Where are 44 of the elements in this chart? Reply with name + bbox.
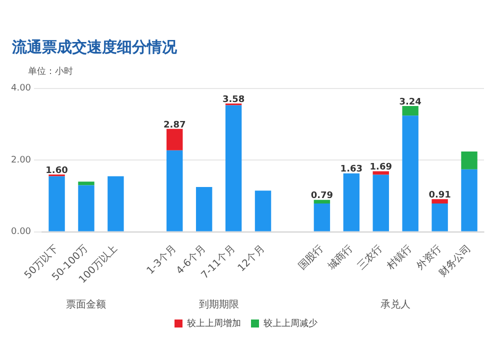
chart-title: 流通票成交速度细分情况 <box>12 38 178 57</box>
bar <box>166 150 183 232</box>
y-tick-label: 2.00 <box>10 155 32 166</box>
x-tick-label: 城商行 <box>324 242 356 273</box>
x-tick-label: 村镇行 <box>384 242 414 273</box>
total-label: 1.60 <box>46 166 68 176</box>
bar <box>48 176 65 232</box>
data-label: 0.79 <box>310 191 334 202</box>
text: 票面金额 <box>66 298 106 311</box>
x-tick-label: 国股行 <box>296 243 326 272</box>
bar <box>196 186 212 232</box>
legend-label: 较上上周增加 <box>187 318 241 329</box>
bar <box>432 199 448 204</box>
y-tick-label: 0.00 <box>10 227 32 238</box>
y-tick-label: 4.00 <box>10 84 32 94</box>
bar <box>402 116 418 232</box>
bar <box>372 171 389 175</box>
bar <box>78 185 94 232</box>
bar <box>461 152 478 170</box>
x-tick-label: 1-3个月 <box>144 242 179 277</box>
total-label: 2.87 <box>164 120 186 130</box>
legend-label: 较上上周减少 <box>264 318 318 329</box>
x-tick-label: 12个月 <box>235 242 267 274</box>
data-label: 3.24 <box>399 97 422 108</box>
y-axis-title: 单位：小时 <box>28 66 74 78</box>
bar <box>372 174 389 232</box>
total-label: 1.69 <box>370 162 392 173</box>
bar <box>461 169 478 232</box>
text: 承兑人 <box>380 298 411 311</box>
bar <box>432 203 448 232</box>
total-label: 1.63 <box>340 164 363 175</box>
bar <box>108 176 124 232</box>
bar <box>254 190 272 232</box>
bar <box>314 200 330 204</box>
bar <box>166 128 183 150</box>
bar <box>343 173 360 232</box>
bar <box>225 105 242 232</box>
total-label: 3.58 <box>222 94 245 105</box>
x-tick-label: 三农行 <box>356 243 385 272</box>
text: 到期期限 <box>198 298 239 311</box>
bar <box>78 182 94 186</box>
bar <box>314 203 330 232</box>
total-label: 0.91 <box>428 190 451 201</box>
bar <box>402 106 418 116</box>
